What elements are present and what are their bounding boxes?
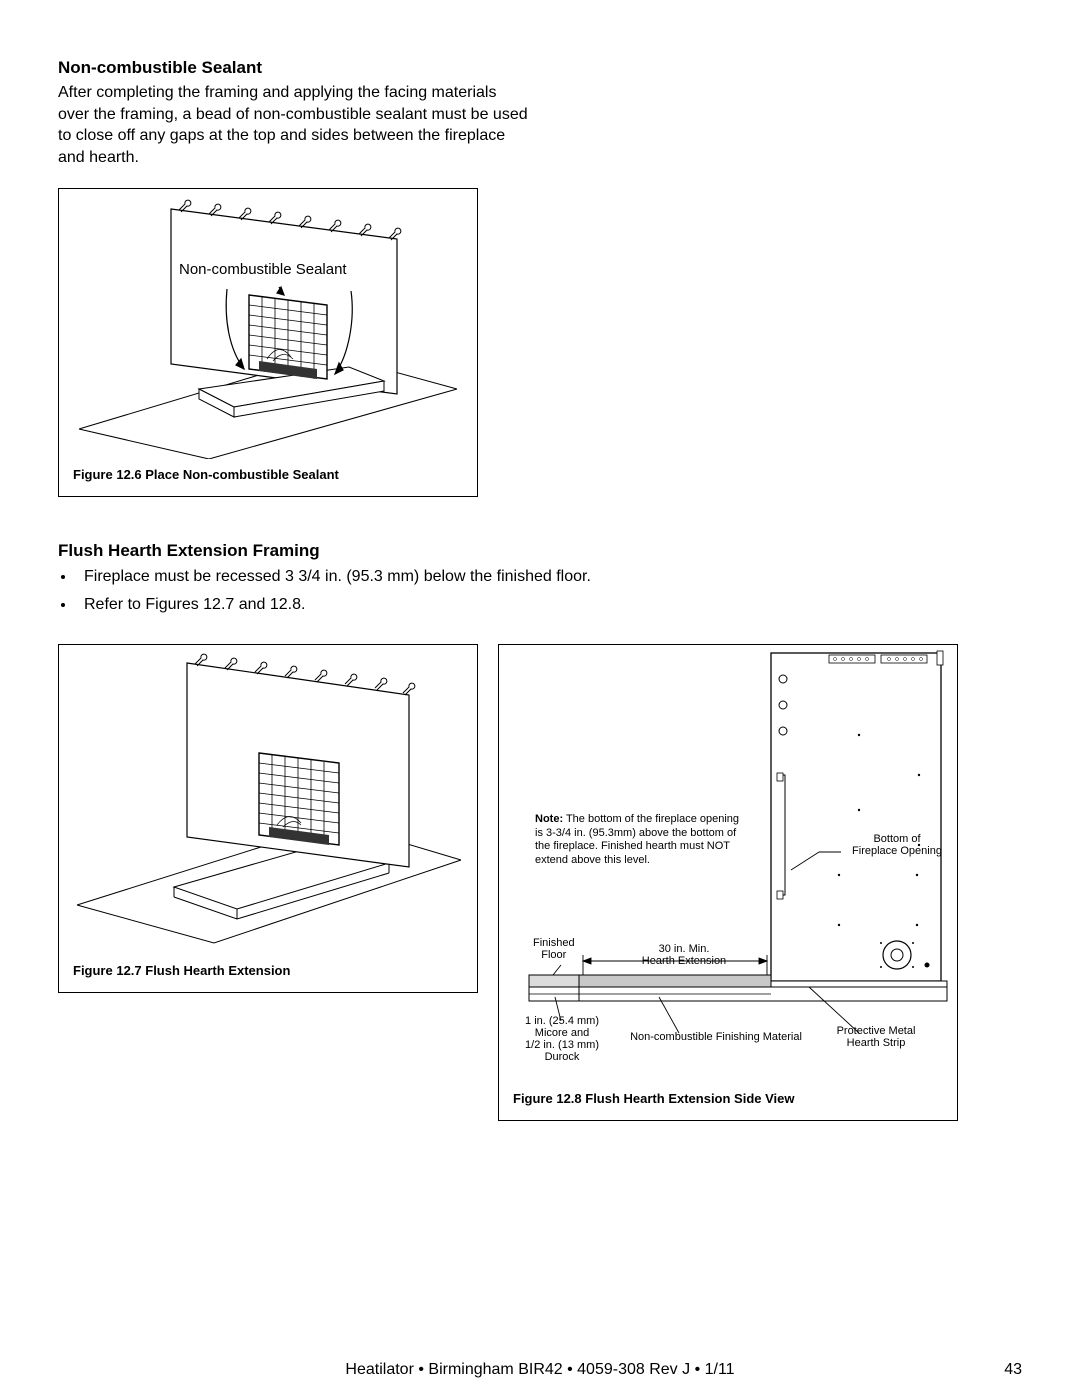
fig126-inside-label: Non-combustible Sealant	[179, 261, 347, 278]
label-micore: 1 in. (25.4 mm) Micore and 1/2 in. (13 m…	[511, 1015, 613, 1063]
note-text: The bottom of the fireplace opening is 3…	[535, 813, 739, 866]
label-line: Hearth Strip	[821, 1037, 931, 1049]
body-text-sealant: After completing the framing and applyin…	[58, 82, 528, 168]
label-line: 1/2 in. (13 mm)	[511, 1039, 613, 1051]
label-finished-floor: Finished Floor	[533, 937, 575, 961]
figure-12-7: Figure 12.7 Flush Hearth Extension	[58, 644, 478, 993]
fig127-diagram	[59, 645, 477, 955]
label-line: Bottom of	[845, 833, 949, 845]
label-bottom-opening: Bottom of Fireplace Opening	[845, 833, 949, 857]
fig126-caption: Figure 12.6 Place Non-combustible Sealan…	[59, 459, 477, 496]
fig128-note: Note: The bottom of the fireplace openin…	[535, 813, 741, 868]
section-title-sealant: Non-combustible Sealant	[58, 58, 1022, 78]
flush-bullet-list: Fireplace must be recessed 3 3/4 in. (95…	[76, 565, 1022, 615]
bullet-item: Refer to Figures 12.7 and 12.8.	[76, 593, 1022, 616]
fig126-diagram	[59, 189, 477, 459]
footer-page-number: 43	[1004, 1361, 1022, 1379]
label-line: 30 in. Min.	[629, 943, 739, 955]
section-title-flush: Flush Hearth Extension Framing	[58, 541, 1022, 561]
note-label: Note:	[535, 813, 563, 825]
bullet-item: Fireplace must be recessed 3 3/4 in. (95…	[76, 565, 1022, 588]
label-line: Floor	[533, 949, 575, 961]
label-line: Micore and	[511, 1027, 613, 1039]
footer-center-text: Heatilator • Birmingham BIR42 • 4059-308…	[0, 1361, 1080, 1379]
label-line: Hearth Extension	[629, 955, 739, 967]
label-line: Durock	[511, 1051, 613, 1063]
label-hearth-extension: 30 in. Min. Hearth Extension	[629, 943, 739, 967]
label-hearth-strip: Protective Metal Hearth Strip	[821, 1025, 931, 1049]
fig128-caption: Figure 12.8 Flush Hearth Extension Side …	[499, 1083, 957, 1120]
label-noncombustible: Non-combustible Finishing Material	[621, 1031, 811, 1043]
figure-12-8: Note: The bottom of the fireplace openin…	[498, 644, 958, 1121]
label-line: Fireplace Opening	[845, 845, 949, 857]
label-line: 1 in. (25.4 mm)	[511, 1015, 613, 1027]
label-line: Protective Metal	[821, 1025, 931, 1037]
figure-12-6: Non-combustible Sealant Figure 12.6 Plac…	[58, 188, 478, 497]
label-line: Finished	[533, 937, 575, 949]
fig127-caption: Figure 12.7 Flush Hearth Extension	[59, 955, 477, 992]
